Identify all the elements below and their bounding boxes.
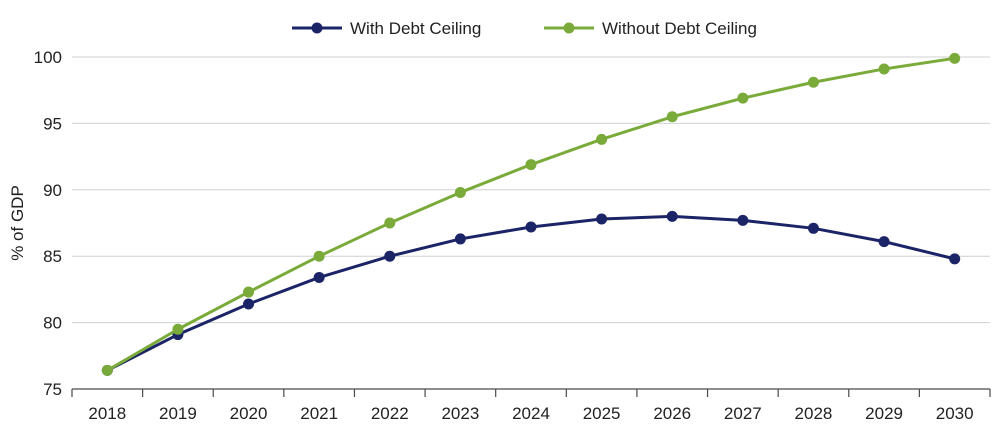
data-point	[101, 364, 113, 376]
legend-item: With Debt Ceiling	[292, 19, 481, 38]
data-point	[243, 286, 255, 298]
data-point	[313, 271, 325, 283]
data-point	[807, 222, 819, 234]
data-point	[313, 250, 325, 262]
data-point	[666, 111, 678, 123]
x-tick-label: 2026	[653, 404, 691, 423]
y-tick-label: 80	[43, 314, 62, 333]
x-tick-label: 2020	[230, 404, 268, 423]
series-line	[106, 214, 956, 372]
legend: With Debt Ceiling Without Debt Ceiling	[292, 19, 757, 38]
y-tick-label: 90	[43, 181, 62, 200]
y-axis-title: % of GDP	[8, 185, 27, 261]
series-1	[101, 210, 961, 376]
x-tick-label: 2027	[724, 404, 762, 423]
y-tick-label: 100	[34, 48, 62, 67]
axes: 75 80 85 90 95 100 2018 2019 2020 2021 2022 2023 202…	[34, 48, 991, 423]
x-tick-label: 2022	[371, 404, 409, 423]
data-point	[384, 217, 396, 229]
data-point	[596, 213, 608, 225]
series-group	[101, 52, 961, 376]
series-line	[106, 56, 955, 372]
x-tick-label: 2023	[441, 404, 479, 423]
series-2	[101, 52, 961, 376]
data-point	[454, 186, 466, 198]
x-tick-label: 2028	[795, 404, 833, 423]
y-tick-label: 75	[43, 380, 62, 399]
data-point	[525, 159, 537, 171]
data-point	[878, 63, 890, 75]
data-point	[807, 76, 819, 88]
data-point	[525, 221, 537, 233]
legend-label: With Debt Ceiling	[350, 19, 481, 38]
data-point	[172, 323, 184, 335]
y-tick-label: 85	[43, 247, 62, 266]
legend-swatch-marker	[311, 22, 323, 34]
legend-swatch-marker	[563, 22, 575, 34]
data-point	[666, 210, 678, 222]
x-tick-label: 2024	[512, 404, 550, 423]
legend-item: Without Debt Ceiling	[544, 19, 757, 38]
x-tick-label: 2030	[936, 404, 974, 423]
x-tick-label: 2025	[583, 404, 621, 423]
data-point	[454, 233, 466, 245]
x-tick-label: 2019	[159, 404, 197, 423]
x-tick-label: 2021	[300, 404, 338, 423]
data-point	[737, 92, 749, 104]
x-tick-label: 2029	[865, 404, 903, 423]
data-point	[878, 236, 890, 248]
data-point	[949, 253, 961, 265]
data-point	[384, 250, 396, 262]
gridlines	[72, 56, 990, 324]
data-point	[596, 133, 608, 145]
data-point	[737, 214, 749, 226]
data-point	[949, 52, 961, 64]
x-tick-label: 2018	[88, 404, 126, 423]
legend-label: Without Debt Ceiling	[602, 19, 757, 38]
y-tick-label: 95	[43, 114, 62, 133]
data-point	[243, 298, 255, 310]
